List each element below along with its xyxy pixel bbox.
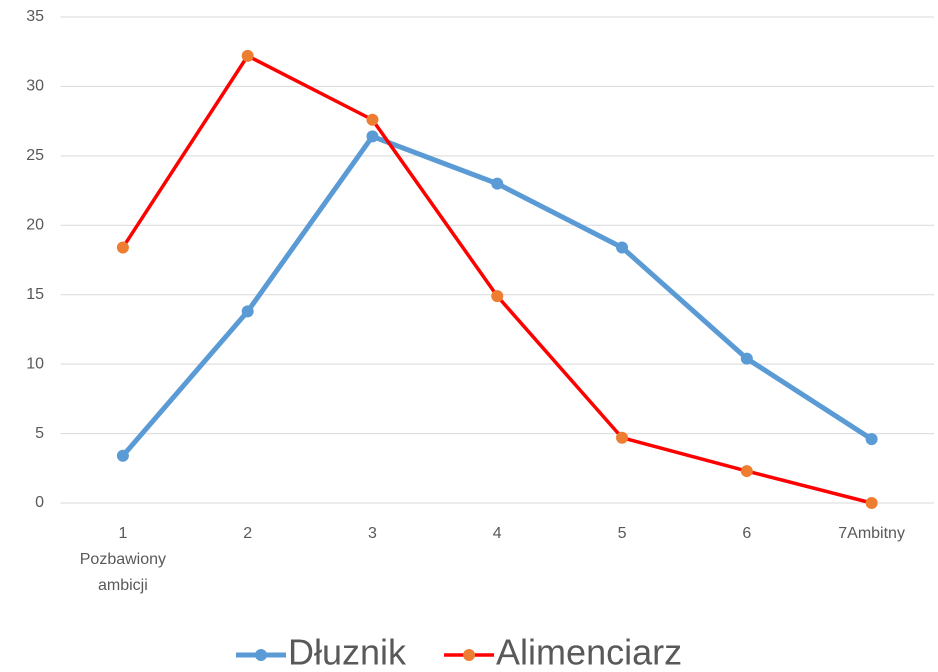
marker	[116, 449, 129, 462]
marker	[865, 497, 878, 509]
legend-label: Alimenciarz	[496, 632, 682, 672]
series-line	[121, 54, 873, 505]
marker	[616, 431, 629, 444]
y-tick-label: 30	[26, 78, 44, 95]
y-tick-label: 15	[26, 286, 44, 303]
x-tick-label: 3	[368, 525, 377, 542]
marker	[116, 241, 129, 254]
marker	[491, 177, 504, 190]
x-tick-label: 2	[243, 525, 252, 542]
x-tick-label: 6	[742, 525, 751, 542]
y-tick-label: 0	[35, 494, 44, 511]
marker	[616, 241, 629, 254]
x-tick-label: 4	[493, 525, 502, 542]
marker	[865, 433, 878, 446]
marker	[241, 49, 254, 62]
marker	[366, 130, 379, 143]
x-tick-label: 1 Pozbawiony ambicji	[80, 525, 166, 594]
legend-label: Dłuznik	[288, 632, 407, 672]
y-tick-label: 25	[26, 147, 44, 164]
x-tick-label: 7Ambitny	[838, 525, 905, 542]
y-tick-label: 20	[26, 217, 44, 234]
legend-marker	[463, 649, 476, 661]
y-tick-label: 5	[35, 425, 44, 442]
y-tick-label: 35	[26, 8, 44, 25]
marker	[241, 305, 254, 318]
marker	[740, 352, 753, 365]
marker	[740, 465, 753, 478]
x-tick-label: 5	[618, 525, 627, 542]
marker	[366, 113, 379, 126]
legend-marker	[255, 649, 267, 661]
marker	[491, 290, 504, 303]
y-tick-label: 10	[26, 355, 44, 372]
